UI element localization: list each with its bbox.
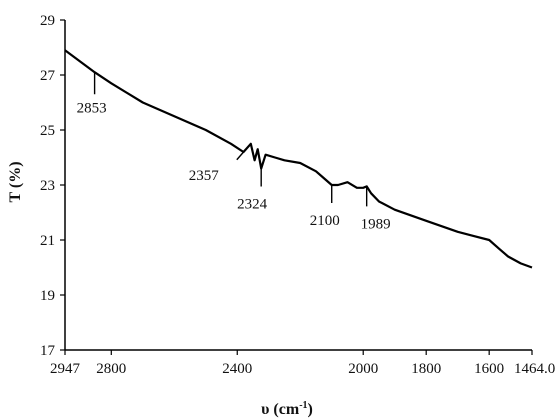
y-tick-label: 21 — [40, 233, 55, 249]
x-axis-title-close: ) — [308, 401, 313, 418]
y-tick-label: 25 — [40, 123, 55, 139]
y-axis-title: T (%) — [7, 161, 24, 202]
x-tick-label: 2400 — [222, 361, 252, 377]
x-axis-title: υ (cm-1) — [261, 400, 313, 418]
spectrum-line — [64, 49, 533, 269]
annotations-group: 2853 2357 2324 2100 1989 — [77, 72, 391, 232]
y-tick-label: 17 — [40, 343, 56, 359]
x-tick-label: 1600 — [474, 361, 504, 377]
x-tick-label: 2800 — [96, 361, 126, 377]
annotation-label: 2324 — [237, 197, 268, 213]
series-group — [64, 49, 533, 269]
y-tick-label: 19 — [40, 288, 55, 304]
x-tick-label: 2000 — [348, 361, 378, 377]
annotation-label: 2853 — [77, 100, 107, 116]
x-tick-label: 1464.0 — [514, 361, 555, 377]
axes-group: 17 19 21 23 25 27 29 2947 2800 2400 2000 1800 1600 14… — [40, 13, 555, 377]
x-axis-title-main: υ (cm — [261, 401, 300, 418]
annotation-label: 2357 — [189, 168, 220, 184]
x-tick-label: 1800 — [411, 361, 441, 377]
y-tick-label: 27 — [40, 68, 56, 84]
x-tick-label: 2947 — [50, 361, 81, 377]
x-axis-title-superscript: -1 — [299, 400, 307, 411]
annotation-leader — [236, 143, 252, 161]
annotation-label: 1989 — [361, 216, 391, 232]
annotation-label: 2100 — [310, 213, 340, 229]
y-tick-label: 23 — [40, 178, 55, 194]
y-tick-label: 29 — [40, 13, 55, 29]
